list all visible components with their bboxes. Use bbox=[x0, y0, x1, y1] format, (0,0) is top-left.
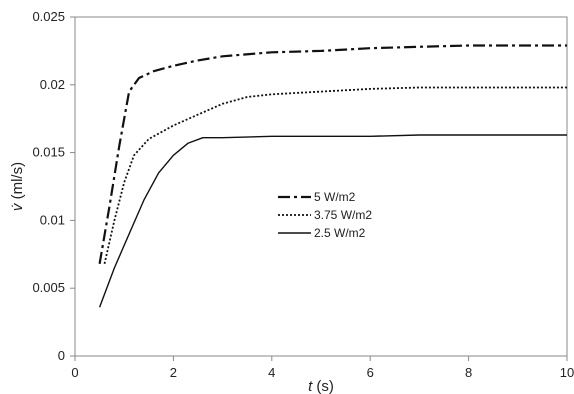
series-line-2 bbox=[103, 86, 567, 265]
y-tick-label: 0 bbox=[58, 348, 65, 363]
x-tick-label: 2 bbox=[170, 365, 177, 380]
x-tick-label: 0 bbox=[71, 365, 78, 380]
series-lines bbox=[98, 44, 567, 308]
y-axis-ticks: 0 0.005 0.01 0.015 0.02 0.025 bbox=[32, 9, 75, 363]
series-line-3 bbox=[98, 134, 567, 308]
legend-label-1: 5 W/m2 bbox=[314, 190, 356, 204]
y-tick-label: 0.02 bbox=[40, 77, 65, 92]
y-axis-title: v̇ (ml/s) bbox=[9, 162, 26, 211]
y-tick-label: 0.01 bbox=[40, 212, 65, 227]
y-tick-label: 0.005 bbox=[32, 280, 65, 295]
series-line-1 bbox=[98, 44, 567, 264]
plot-area-frame bbox=[74, 16, 568, 357]
legend-label-3: 2.5 W/m2 bbox=[314, 226, 366, 240]
x-tick-label: 6 bbox=[367, 365, 374, 380]
y-tick-label: 0.025 bbox=[32, 9, 65, 24]
x-axis-variable: t bbox=[308, 378, 313, 394]
x-axis-title: t (s) bbox=[308, 378, 334, 394]
y-axis-variable: v̇ bbox=[9, 202, 26, 211]
y-axis-unit: (ml/s) bbox=[9, 162, 26, 204]
legend-label-2: 3.75 W/m2 bbox=[314, 208, 372, 222]
x-axis-unit: (s) bbox=[312, 378, 334, 394]
legend: 5 W/m2 3.75 W/m2 2.5 W/m2 bbox=[278, 190, 372, 240]
x-tick-label: 4 bbox=[268, 365, 275, 380]
x-axis-ticks: 0 2 4 6 8 10 bbox=[71, 356, 574, 380]
x-tick-label: 10 bbox=[560, 365, 574, 380]
x-tick-label: 8 bbox=[465, 365, 472, 380]
y-tick-label: 0.015 bbox=[32, 145, 65, 160]
